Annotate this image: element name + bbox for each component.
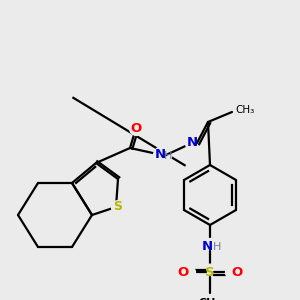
Text: H: H — [213, 242, 221, 252]
Text: O: O — [231, 266, 243, 278]
Text: N: N — [154, 148, 166, 161]
Text: CH₃: CH₃ — [235, 105, 254, 115]
Text: N: N — [201, 241, 213, 254]
Text: O: O — [130, 122, 142, 134]
Text: N: N — [186, 136, 198, 149]
Text: H: H — [164, 151, 172, 161]
Text: S: S — [113, 200, 122, 214]
Text: O: O — [177, 266, 189, 278]
Text: CH₃: CH₃ — [199, 298, 221, 300]
Text: S: S — [205, 266, 215, 278]
